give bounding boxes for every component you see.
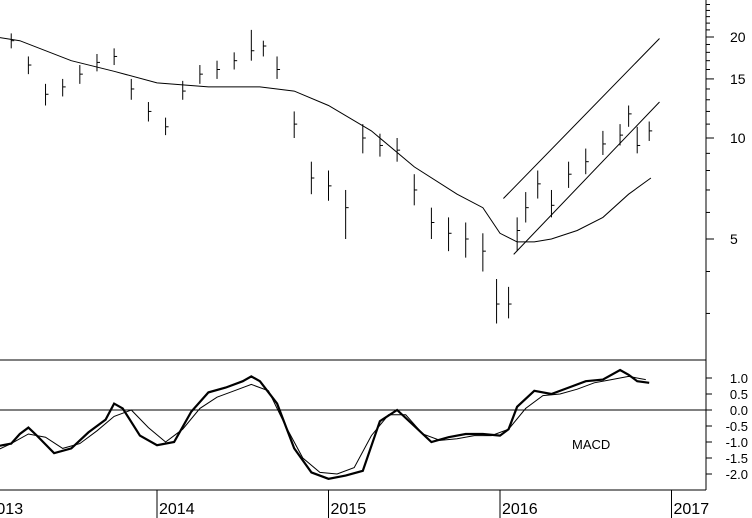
price-bar xyxy=(396,138,401,162)
price-bar xyxy=(508,286,512,319)
time-tick-label: 2016 xyxy=(502,501,538,518)
price-bar xyxy=(165,117,169,136)
price-panel xyxy=(0,29,660,324)
price-bar xyxy=(482,233,486,272)
macd-tick-label: -2.0 xyxy=(726,467,748,482)
price-bar xyxy=(79,65,83,84)
price-bar xyxy=(10,33,15,49)
price-bar xyxy=(465,222,469,258)
price-bar xyxy=(130,78,135,100)
trend-channel-line xyxy=(503,38,660,199)
price-bar xyxy=(448,217,452,252)
price-bar xyxy=(113,48,118,66)
price-bar xyxy=(585,148,589,175)
chart-frame xyxy=(0,0,707,491)
price-tick-label: 5 xyxy=(730,231,738,247)
macd-lines xyxy=(0,368,706,480)
macd-tick-label: 0.0 xyxy=(730,403,748,418)
price-bar xyxy=(293,111,298,138)
price-bar xyxy=(45,83,49,106)
moving-average-line xyxy=(0,37,652,243)
macd-panel: MACD xyxy=(0,368,706,480)
price-bar xyxy=(413,174,418,206)
price-bar xyxy=(602,130,606,155)
price-bar xyxy=(537,170,541,199)
price-bar xyxy=(550,189,555,218)
macd-tick-label: 1.0 xyxy=(730,371,748,386)
price-bar xyxy=(276,56,281,79)
time-tick-label: 2013 xyxy=(0,501,23,518)
macd-axis: 1.00.50.0-0.5-1.0-1.5-2.0 xyxy=(706,371,748,482)
macd-tick-label: -1.5 xyxy=(726,451,748,466)
price-bar xyxy=(310,161,315,195)
price-bar xyxy=(525,192,529,223)
price-bar xyxy=(199,65,203,84)
price-bar xyxy=(430,207,435,239)
price-bar xyxy=(568,161,572,188)
macd-tick-label: 0.5 xyxy=(730,387,748,402)
price-bar xyxy=(233,52,238,70)
price-bar xyxy=(216,60,221,79)
time-axis: 2013 2014 2015 2016 2017 xyxy=(0,490,709,518)
trend-channel-line xyxy=(513,101,660,255)
macd-line xyxy=(0,368,650,480)
macd-tick-label: -1.0 xyxy=(726,435,748,450)
price-bar xyxy=(628,105,632,127)
price-tick-label: 10 xyxy=(730,130,746,146)
price-tick-label: 15 xyxy=(730,71,746,87)
price-bar xyxy=(96,53,100,72)
time-tick-label: 2014 xyxy=(159,501,195,518)
price-bar xyxy=(345,189,349,239)
price-bar xyxy=(62,78,66,97)
price-tick-label: 20 xyxy=(730,29,746,45)
price-bar xyxy=(250,29,255,61)
price-bar xyxy=(516,217,521,252)
price-bar xyxy=(648,121,653,141)
price-bar xyxy=(147,102,152,122)
macd-tick-label: -0.5 xyxy=(726,419,748,434)
time-tick-label: 2017 xyxy=(674,501,710,518)
price-bar xyxy=(636,126,641,154)
price-bar xyxy=(362,124,366,154)
signal-line xyxy=(0,375,646,475)
price-bar xyxy=(379,133,383,157)
macd-label: MACD xyxy=(572,437,610,452)
price-bar xyxy=(496,278,500,324)
price-bar xyxy=(27,56,32,75)
price-bar xyxy=(182,80,186,100)
price-bar xyxy=(328,170,332,201)
time-tick-label: 2015 xyxy=(331,501,367,518)
price-bar xyxy=(619,124,624,146)
price-bar xyxy=(262,40,267,57)
price-axis: 5 10 15 20 xyxy=(706,3,746,314)
